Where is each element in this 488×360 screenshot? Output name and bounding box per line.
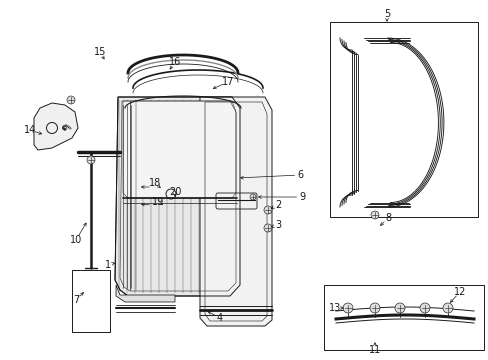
Text: 6: 6 (296, 170, 303, 180)
Polygon shape (116, 285, 175, 302)
Bar (329, 22, 477, 217)
Circle shape (369, 303, 379, 313)
Text: 9: 9 (298, 192, 305, 202)
Text: 12: 12 (453, 287, 465, 297)
Circle shape (67, 96, 75, 104)
Circle shape (264, 224, 271, 232)
Polygon shape (34, 103, 78, 150)
Polygon shape (115, 97, 240, 296)
Text: 10: 10 (70, 235, 82, 245)
Text: 16: 16 (168, 57, 181, 67)
Circle shape (419, 303, 429, 313)
Bar (72, 270, 110, 332)
Circle shape (264, 206, 271, 214)
Text: 2: 2 (274, 200, 281, 210)
Circle shape (249, 194, 256, 200)
Circle shape (442, 303, 452, 313)
Text: 13: 13 (328, 303, 341, 313)
Text: 18: 18 (148, 178, 161, 188)
Polygon shape (200, 97, 271, 326)
Polygon shape (123, 101, 236, 198)
Text: 14: 14 (24, 125, 36, 135)
Circle shape (342, 303, 352, 313)
Text: 17: 17 (222, 77, 234, 87)
Text: 1: 1 (105, 260, 111, 270)
Text: 19: 19 (152, 197, 164, 207)
Circle shape (394, 303, 404, 313)
Text: 8: 8 (384, 213, 390, 223)
Text: 7: 7 (73, 295, 79, 305)
Text: 15: 15 (94, 47, 106, 57)
Text: 5: 5 (383, 9, 389, 19)
Text: 4: 4 (217, 313, 223, 323)
Text: 20: 20 (168, 187, 181, 197)
Bar (324, 285, 483, 350)
Text: 3: 3 (274, 220, 281, 230)
Circle shape (370, 211, 378, 219)
Text: 11: 11 (368, 345, 380, 355)
Circle shape (87, 156, 95, 164)
